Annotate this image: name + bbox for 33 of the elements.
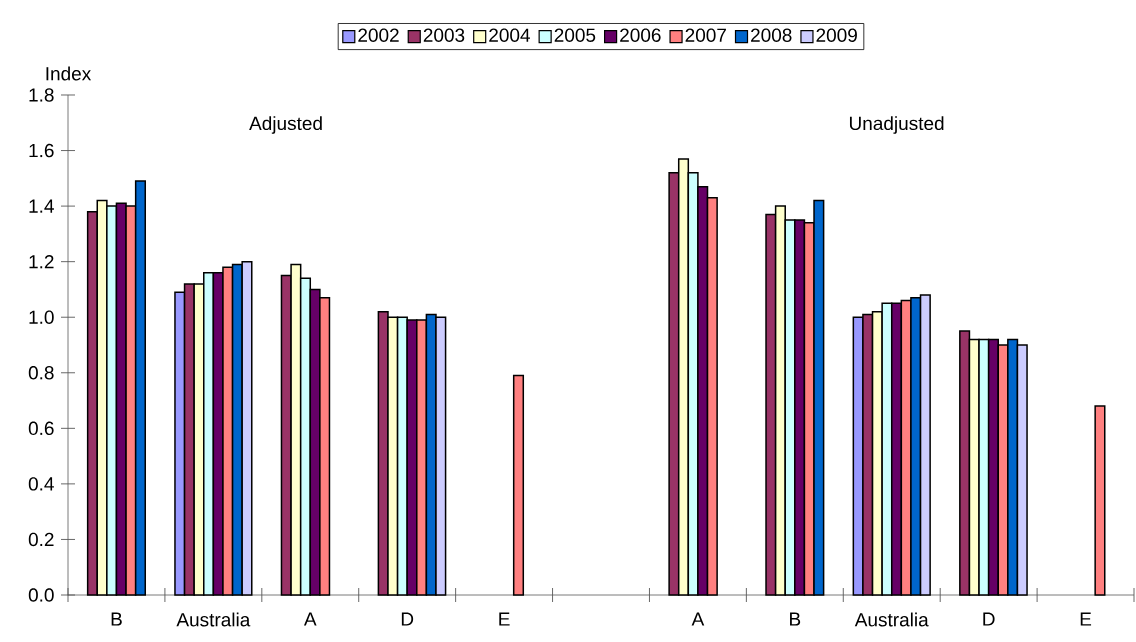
legend-label: 2002 (358, 28, 399, 42)
y-tick-label: 1.4 (29, 199, 54, 213)
x-tick-label: A (303, 612, 317, 626)
x-tick-label: D (401, 612, 414, 626)
legend-label: 2005 (554, 28, 596, 42)
x-tick-label: D (983, 612, 995, 626)
y-tick-label: 1.0 (29, 310, 54, 324)
y-tick-label: 1.8 (29, 88, 54, 102)
y-tick-label: 0.0 (28, 588, 54, 602)
bar (1094, 405, 1106, 596)
x-tick-label: A (691, 612, 705, 626)
y-tick-label: 0.8 (28, 366, 54, 380)
x-tick-label: E (1080, 612, 1092, 626)
x-tick-label: Australia (854, 612, 929, 627)
y-tick-label: 0.4 (28, 477, 54, 491)
x-tick-label: B (111, 612, 122, 626)
annotation: Adjusted (249, 116, 322, 134)
legend-label: 2009 (816, 28, 857, 42)
legend-label: 2004 (489, 28, 530, 42)
bar (512, 374, 525, 596)
y-tick-label: 1.6 (29, 143, 54, 158)
legend-label: 2007 (685, 28, 726, 42)
y-tick-label: 0.6 (28, 421, 54, 436)
y-tick-label: 0.2 (28, 532, 54, 547)
annotation: Unadjusted (849, 116, 944, 134)
y-axis-title: Index (46, 66, 92, 81)
legend-label: 2006 (620, 28, 661, 42)
x-tick-label: B (790, 612, 801, 626)
legend-label: 2008 (751, 28, 792, 42)
x-tick-label: Australia (176, 612, 251, 627)
x-tick-label: E (499, 612, 510, 626)
legend-label: 2003 (423, 28, 465, 42)
y-tick-label: 1.2 (29, 255, 54, 269)
